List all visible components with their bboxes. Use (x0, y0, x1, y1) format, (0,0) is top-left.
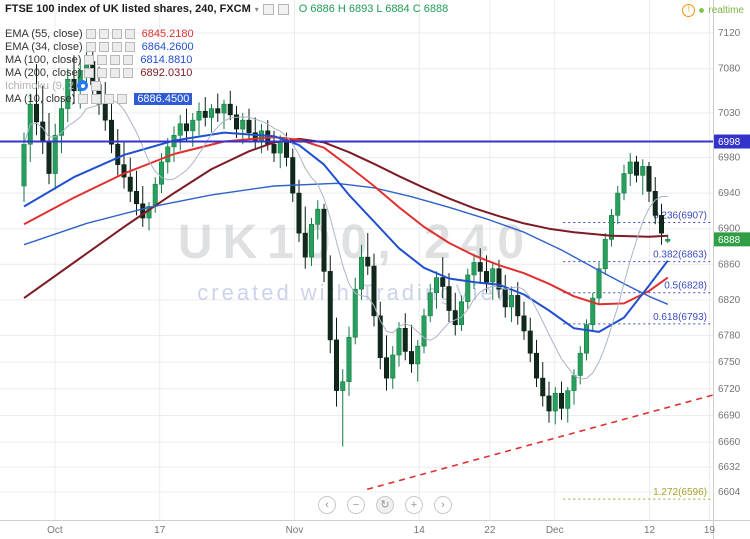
moving-averages (23, 99, 669, 380)
scroll-right-button[interactable]: › (434, 496, 452, 514)
eye-icon[interactable] (85, 28, 96, 39)
indicator-row: EMA (34, close) 6864.2600 (5, 40, 194, 53)
svg-text:0.382(6863): 0.382(6863) (653, 250, 707, 261)
gear-icon[interactable] (98, 28, 109, 39)
eye-icon[interactable] (78, 93, 89, 104)
indicator-name[interactable]: MA (100, close) (5, 53, 82, 66)
fib-retracement-levels[interactable]: 0.236(6907) 0.382(6863) 0.5(6828) 0.618(679… (563, 210, 713, 500)
svg-text:17: 17 (154, 525, 166, 536)
realtime-status: ! realtime (682, 4, 744, 17)
indicator-row: MA (200, close) 6892.0310 (5, 66, 194, 79)
svg-text:6888: 6888 (718, 235, 741, 246)
last-price-badge (714, 232, 750, 247)
indicator-value: 6864.2600 (141, 40, 194, 53)
svg-text:1.272(6596): 1.272(6596) (653, 487, 707, 498)
realtime-dot-icon (699, 8, 705, 13)
arrows-icon[interactable] (111, 41, 122, 52)
gear-icon[interactable] (91, 93, 102, 104)
svg-text:6750: 6750 (718, 357, 741, 368)
indicator-value: 6814.8810 (140, 53, 193, 66)
svg-text:7080: 7080 (718, 64, 741, 75)
indicator-row: EMA (55, close) 6845.2180 (5, 27, 194, 40)
indicator-value-selected[interactable]: 6886.4500 (134, 92, 193, 105)
svg-text:14: 14 (414, 525, 426, 536)
gear-icon[interactable] (91, 80, 102, 91)
close-icon[interactable] (117, 93, 128, 104)
arrows-icon[interactable] (111, 28, 122, 39)
gear-icon[interactable] (97, 54, 108, 65)
svg-text:0.236(6907): 0.236(6907) (653, 210, 707, 221)
svg-text:6900: 6900 (718, 224, 741, 235)
svg-text:6860: 6860 (718, 259, 741, 270)
svg-text:Oct: Oct (47, 525, 63, 536)
zoom-in-button[interactable]: + (405, 496, 423, 514)
arrows-icon[interactable] (110, 54, 121, 65)
svg-text:19: 19 (704, 525, 716, 536)
svg-text:6720: 6720 (718, 384, 741, 395)
eye-icon[interactable] (84, 67, 95, 78)
svg-text:Nov: Nov (286, 525, 304, 536)
gear-icon[interactable] (98, 41, 109, 52)
reset-view-button[interactable]: ↻ (376, 496, 394, 514)
indicator-row: MA (10, close) 6886.4500 (5, 92, 194, 105)
indicator-row-disabled: Ichimoku (9, 2 (5, 79, 194, 92)
svg-text:6780: 6780 (718, 330, 741, 341)
visibility-toggle-icon[interactable] (77, 80, 89, 91)
svg-text:22: 22 (484, 525, 496, 536)
time-axis-background[interactable] (0, 520, 750, 539)
arrows-icon[interactable] (110, 67, 121, 78)
svg-text:6632: 6632 (718, 462, 741, 473)
ohlc-values: O 6886 H 6893 L 6884 C 6888 (298, 3, 449, 15)
close-icon[interactable] (124, 41, 135, 52)
chevron-down-icon[interactable]: ▾ (254, 4, 259, 14)
zoom-out-button[interactable]: − (347, 496, 365, 514)
gear-icon[interactable] (97, 67, 108, 78)
indicator-legend: EMA (55, close) 6845.2180 EMA (34, close… (5, 27, 194, 105)
eye-icon[interactable] (84, 54, 95, 65)
indicator-name[interactable]: EMA (34, close) (5, 40, 83, 53)
indicator-name[interactable]: Ichimoku (9, 2 (5, 79, 75, 92)
symbol-title[interactable]: FTSE 100 index of UK listed shares, 240,… (5, 3, 251, 15)
chart-style-icon[interactable] (262, 3, 274, 15)
scroll-left-button[interactable]: ‹ (318, 496, 336, 514)
svg-text:6820: 6820 (718, 295, 741, 306)
svg-text:0.618(6793): 0.618(6793) (653, 312, 707, 323)
compare-icon[interactable] (277, 3, 289, 15)
svg-text:7120: 7120 (718, 28, 741, 39)
svg-text:UK100, 240: UK100, 240 (178, 216, 534, 269)
svg-text:6998: 6998 (718, 137, 741, 148)
svg-text:Dec: Dec (546, 525, 564, 536)
indicator-value: 6892.0310 (140, 66, 193, 79)
close-icon[interactable] (124, 28, 135, 39)
indicator-value: 6845.2180 (141, 27, 194, 40)
eye-icon[interactable] (85, 41, 96, 52)
svg-text:0.5(6828): 0.5(6828) (664, 281, 707, 292)
level-price-badge (714, 134, 750, 149)
svg-text:6604: 6604 (718, 487, 741, 498)
svg-text:6940: 6940 (718, 188, 741, 199)
trendline[interactable] (366, 394, 714, 491)
close-icon[interactable] (123, 67, 134, 78)
alert-icon[interactable]: ! (682, 4, 696, 17)
svg-text:6690: 6690 (718, 410, 741, 421)
chart-nav-controls: ‹ − ↻ + › (318, 496, 452, 514)
svg-text:6980: 6980 (718, 153, 741, 164)
svg-text:6660: 6660 (718, 437, 741, 448)
indicator-name[interactable]: MA (200, close) (5, 66, 82, 79)
arrows-icon[interactable] (104, 93, 115, 104)
svg-text:7030: 7030 (718, 108, 741, 119)
gridlines (0, 0, 713, 520)
svg-text:12: 12 (644, 525, 656, 536)
indicator-row: MA (100, close) 6814.8810 (5, 53, 194, 66)
time-axis[interactable]: Oct 17 Nov 14 22 Dec 12 19 (47, 525, 715, 536)
chart-header: FTSE 100 index of UK listed shares, 240,… (5, 3, 448, 15)
close-icon[interactable] (123, 54, 134, 65)
indicator-name[interactable]: MA (10, close) (5, 92, 76, 105)
realtime-label: realtime (708, 5, 744, 16)
indicator-name[interactable]: EMA (55, close) (5, 27, 83, 40)
